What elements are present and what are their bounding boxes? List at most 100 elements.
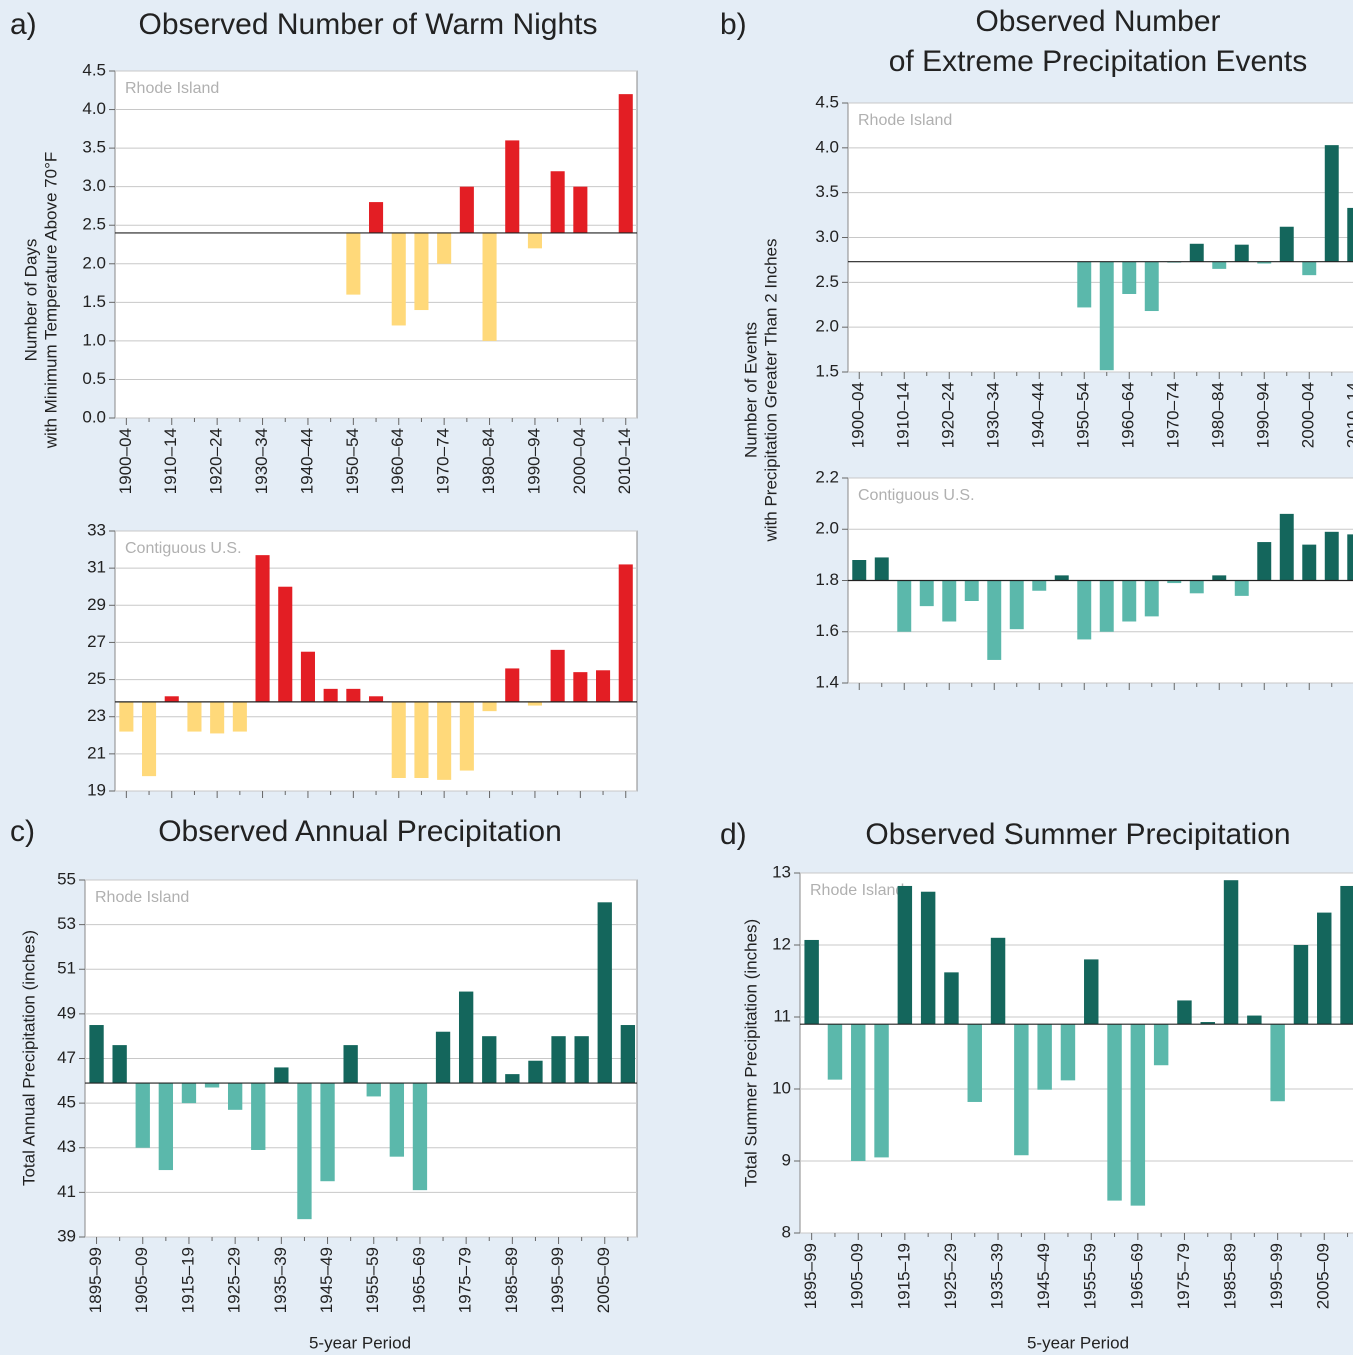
x-tick-label: 1930–34 <box>984 382 1003 448</box>
y-tick-label: 23 <box>87 706 106 725</box>
bar <box>458 991 474 1084</box>
y-axis-label: Number of Events <box>741 322 760 458</box>
x-tick-label: 1970–74 <box>434 428 453 494</box>
bar <box>852 560 867 581</box>
bar <box>987 580 1002 660</box>
x-tick-label: 1975–79 <box>1174 1243 1193 1309</box>
bar <box>369 202 384 233</box>
bar <box>551 1036 566 1084</box>
x-tick-label: 1910–14 <box>161 428 180 494</box>
y-tick-label: 4.0 <box>82 99 106 118</box>
bar <box>227 1083 243 1110</box>
y-tick-label: 11 <box>773 1006 791 1025</box>
y-tick-label: 21 <box>87 743 106 762</box>
y-tick-label: 2.0 <box>82 253 106 272</box>
x-tick-label: 1945–49 <box>1034 1243 1053 1309</box>
x-tick-label: 1975–79 <box>456 1247 475 1313</box>
bar <box>550 171 565 233</box>
bar <box>1234 580 1249 596</box>
bar <box>1212 261 1227 269</box>
bar <box>1032 580 1047 591</box>
x-tick-label: 1955–59 <box>1081 1243 1100 1309</box>
y-tick-label: 43 <box>57 1137 76 1156</box>
x-tick-label: 1980–84 <box>479 428 498 494</box>
bar <box>1122 261 1137 294</box>
y-tick-label: 3.5 <box>815 182 839 201</box>
x-tick-label: 1930–34 <box>252 428 271 494</box>
bar <box>1122 580 1137 622</box>
bar <box>990 937 1006 1025</box>
y-tick-label: 45 <box>57 1093 76 1112</box>
y-axis-label: Total Summer Precipitation (inches) <box>741 919 760 1187</box>
y-tick-label: 1.5 <box>82 292 106 311</box>
y-tick-label: 47 <box>57 1048 76 1067</box>
bar <box>1270 1024 1285 1102</box>
bar <box>251 1083 266 1150</box>
chart-title: of Extreme Precipitation Events <box>889 45 1308 78</box>
bar <box>944 972 959 1025</box>
x-tick-label: 1925–29 <box>225 1247 244 1313</box>
y-tick-label: 25 <box>87 669 106 688</box>
bar <box>482 701 497 712</box>
bar <box>942 580 957 622</box>
y-tick-label: 2.2 <box>815 467 839 486</box>
bar <box>437 701 452 780</box>
x-axis-label: 5-year Period <box>309 1333 411 1352</box>
x-tick-label: 1935–39 <box>271 1247 290 1313</box>
bar <box>1144 580 1159 617</box>
y-tick-label: 19 <box>87 780 106 799</box>
x-tick-label: 1980–84 <box>1209 382 1228 448</box>
y-tick-label: 1.5 <box>815 361 839 380</box>
x-tick-label: 1895–99 <box>86 1247 105 1313</box>
bar <box>1234 244 1249 262</box>
x-tick-label: 1915–19 <box>894 1243 913 1309</box>
x-tick-label: 1985–89 <box>502 1247 521 1313</box>
bar <box>851 1024 866 1161</box>
bar <box>620 1025 636 1084</box>
bar <box>297 1083 312 1220</box>
y-tick-label: 1.4 <box>815 672 839 691</box>
y-tick-label: 39 <box>57 1226 76 1245</box>
bar <box>897 885 913 1025</box>
bar <box>1200 1022 1215 1025</box>
bar <box>1153 1024 1169 1066</box>
plot-area <box>799 872 1353 1234</box>
y-tick-label: 41 <box>57 1182 76 1201</box>
x-tick-label: 1950–54 <box>343 428 362 494</box>
y-axis-label: Number of Days <box>21 239 40 362</box>
y-tick-label: 2.0 <box>815 519 839 538</box>
y-tick-label: 2.0 <box>815 317 839 336</box>
bar <box>459 186 474 233</box>
bar <box>320 1083 335 1182</box>
y-tick-label: 2.5 <box>82 215 106 234</box>
bar <box>1130 1024 1146 1206</box>
x-tick-label: 1995–99 <box>548 1247 567 1313</box>
bar <box>1324 145 1339 262</box>
bar <box>414 701 429 778</box>
bar <box>412 1083 428 1191</box>
bar <box>618 564 633 702</box>
bar <box>278 586 293 702</box>
bar <box>204 1083 220 1088</box>
panel-name: Rhode Island <box>858 112 952 129</box>
y-tick-label: 4.5 <box>82 60 106 79</box>
bar <box>187 701 202 732</box>
x-tick-label: 1910–14 <box>894 382 913 448</box>
y-tick-label: 4.5 <box>815 92 839 111</box>
y-tick-label: 3.0 <box>82 176 106 195</box>
bar <box>1317 912 1332 1025</box>
bar <box>1247 1015 1262 1025</box>
y-tick-label: 1.6 <box>815 621 839 640</box>
x-tick-label: 1945–49 <box>317 1247 336 1313</box>
y-tick-label: 33 <box>87 520 106 539</box>
y-tick-label: 49 <box>57 1003 76 1022</box>
bar <box>343 1045 358 1084</box>
x-tick-label: 1960–64 <box>1119 382 1138 448</box>
bar <box>346 688 361 702</box>
panel-name: Contiguous U.S. <box>125 540 242 557</box>
x-tick-label: 2005–09 <box>1314 1243 1333 1309</box>
bar <box>550 649 565 702</box>
bar <box>435 1031 451 1084</box>
bar <box>1302 261 1317 276</box>
